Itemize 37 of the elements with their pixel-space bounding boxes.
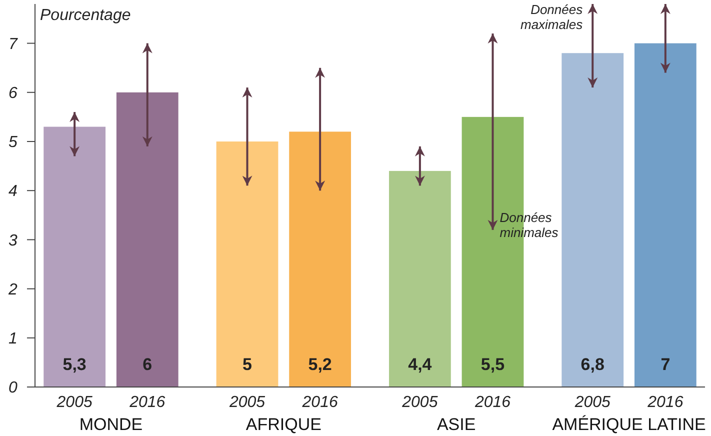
data-label: 6 [142,355,152,374]
y-tick-label: 6 [8,84,18,102]
text: 2016 [302,394,338,411]
data-label: 5,3 [62,355,86,374]
x-tick-label: MONDE [79,415,143,434]
x-tick-label: AMÉRIQUE LATINE [552,415,706,434]
text: 2016 [474,394,511,411]
bar [116,92,178,387]
y-tick-label: 5 [8,134,18,152]
data-label: 4,4 [408,355,432,374]
bar [562,53,624,387]
data-label: 6,8 [580,355,604,374]
data-label: 7 [660,355,670,374]
bar [44,126,106,387]
data-label: 5,2 [308,355,332,374]
annotation: Données maximales [520,2,584,32]
y-tick-label: 0 [8,380,18,397]
x-tick-label: AFRIQUE [246,415,322,434]
x-tick-label: ASIE [436,415,476,434]
series-label: 2005 [56,394,92,411]
text: 2005 [229,394,266,411]
text: 2005 [402,394,438,411]
text: 2005 [574,394,610,411]
bar [216,141,278,387]
y-tick-label: 1 [8,330,18,348]
y-tick-label: 4 [8,183,18,200]
y-tick-label: 3 [8,232,18,250]
bar [289,132,352,387]
y-axis-title: Pourcentage [40,7,131,24]
bar [388,170,451,387]
y-tick-label: 7 [8,36,19,53]
text: 2016 [648,394,684,411]
series-label: 2016 [128,394,166,411]
data-label: 5 [242,355,252,374]
y-tick-label: 2 [8,281,18,298]
data-label: 5,5 [480,355,505,374]
bar [634,43,696,387]
